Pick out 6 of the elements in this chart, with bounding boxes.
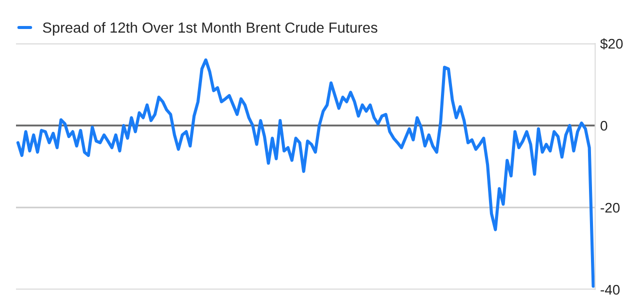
y-tick-label: -20 [600, 202, 620, 213]
y-tick-label: 0 [600, 120, 608, 131]
line-series [16, 58, 595, 288]
legend-label: Spread of 12th Over 1st Month Brent Crude Futures [42, 22, 378, 36]
y-tick-label: -40 [600, 284, 620, 295]
y-tick-label: $20 [600, 38, 623, 50]
